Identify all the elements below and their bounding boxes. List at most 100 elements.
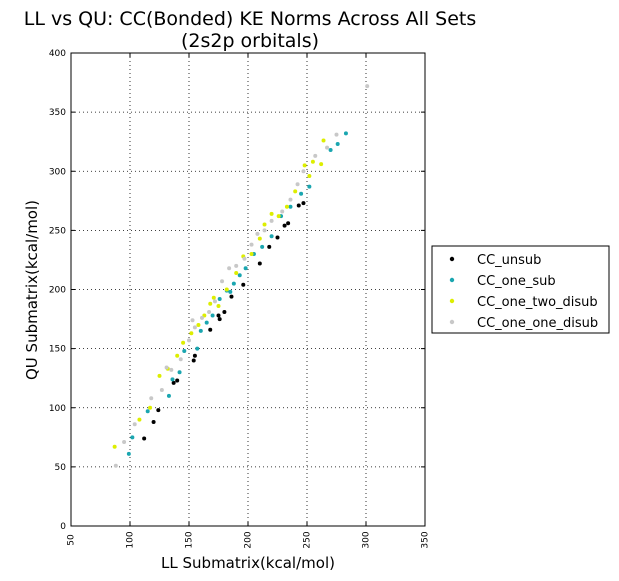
- data-point-series-0: [222, 309, 227, 314]
- data-point-series-3: [227, 266, 232, 271]
- data-point-series-0: [208, 327, 213, 332]
- data-point-series-2: [175, 353, 180, 358]
- data-point-series-1: [328, 147, 333, 152]
- y-tick-label: 250: [49, 226, 66, 236]
- data-point-series-1: [166, 393, 171, 398]
- data-point-series-3: [269, 218, 274, 223]
- x-tick-label: 300: [362, 531, 372, 548]
- y-tick-label: 300: [49, 167, 66, 177]
- data-point-series-2: [276, 214, 281, 219]
- data-point-series-2: [249, 252, 254, 257]
- data-point-series-2: [211, 295, 216, 300]
- data-point-series-2: [269, 211, 274, 216]
- data-point-series-0: [191, 358, 196, 363]
- x-tick-label: 250: [303, 531, 313, 548]
- data-point-series-3: [242, 256, 247, 261]
- data-point-series-3: [212, 299, 217, 304]
- data-point-series-3: [234, 263, 239, 268]
- data-point-series-0: [267, 244, 272, 249]
- data-point-series-2: [216, 304, 221, 309]
- data-points: [112, 84, 370, 468]
- data-point-series-0: [192, 353, 197, 358]
- data-point-series-1: [231, 281, 236, 286]
- x-tick-label: 50: [67, 534, 77, 546]
- data-point-series-1: [210, 313, 215, 318]
- data-point-series-3: [313, 153, 318, 158]
- data-point-series-3: [199, 315, 204, 320]
- data-point-series-3: [113, 463, 118, 468]
- x-tick-label: 150: [185, 531, 195, 548]
- data-point-series-2: [310, 159, 315, 164]
- data-point-series-3: [249, 242, 254, 247]
- legend-box: [431, 245, 610, 334]
- x-tick-label: 100: [126, 531, 136, 548]
- data-point-series-1: [299, 191, 304, 196]
- axis-ticks: 50 100 150 200 250 300 35005010015020025030035…: [49, 49, 431, 549]
- data-point-series-1: [269, 234, 274, 239]
- legend-marker: [449, 298, 455, 304]
- data-point-series-1: [130, 435, 135, 440]
- data-point-series-3: [220, 279, 225, 284]
- x-tick-label: 350: [421, 531, 431, 548]
- data-point-series-2: [224, 287, 229, 292]
- data-point-series-0: [275, 235, 280, 240]
- data-point-series-3: [192, 325, 197, 330]
- chart-title-line-1: LL vs QU: CC(Bonded) KE Norms Across All…: [23, 8, 477, 30]
- data-point-series-2: [208, 301, 213, 306]
- data-point-series-0: [296, 203, 301, 208]
- x-tick-label: 200: [244, 531, 254, 548]
- data-point-series-2: [262, 222, 267, 227]
- data-point-series-2: [189, 331, 194, 336]
- x-axis-label: LL Submatrix(kcal/mol): [161, 554, 335, 572]
- data-point-series-0: [229, 294, 234, 299]
- data-point-series-1: [228, 289, 233, 294]
- data-point-series-1: [182, 348, 187, 353]
- data-point-series-0: [156, 408, 161, 413]
- data-point-series-1: [204, 320, 209, 325]
- data-point-series-0: [301, 201, 306, 206]
- legend-label: CC_one_one_disub: [477, 316, 598, 331]
- data-point-series-0: [216, 313, 221, 318]
- data-point-series-1: [260, 244, 265, 249]
- data-point-series-3: [207, 309, 212, 314]
- data-point-series-1: [126, 451, 131, 456]
- y-tick-label: 50: [55, 463, 67, 473]
- data-point-series-3: [365, 84, 370, 89]
- data-point-series-2: [196, 322, 201, 327]
- legend-label: CC_unsub: [477, 253, 541, 268]
- y-tick-label: 150: [49, 345, 66, 355]
- data-point-series-0: [257, 261, 262, 266]
- data-point-series-3: [122, 440, 127, 445]
- data-point-series-2: [257, 236, 262, 241]
- y-axis-label: QU Submatrix(kcal/mol): [23, 200, 41, 380]
- data-point-series-3: [190, 318, 195, 323]
- data-point-series-1: [217, 296, 222, 301]
- data-point-series-1: [307, 184, 312, 189]
- data-point-series-2: [319, 162, 324, 167]
- data-point-series-3: [255, 231, 260, 236]
- data-point-series-1: [198, 328, 203, 333]
- data-point-series-2: [302, 163, 307, 168]
- data-point-series-0: [282, 223, 287, 228]
- data-point-series-3: [301, 169, 306, 174]
- data-point-series-3: [288, 197, 293, 202]
- y-tick-label: 400: [49, 49, 66, 59]
- data-point-series-3: [187, 338, 191, 343]
- data-point-series-1: [177, 370, 182, 375]
- data-point-series-3: [334, 132, 339, 137]
- data-point-series-2: [321, 138, 326, 143]
- data-point-series-3: [280, 209, 285, 214]
- data-point-series-3: [164, 365, 169, 370]
- data-point-series-2: [284, 204, 289, 209]
- data-point-series-3: [132, 422, 137, 427]
- data-point-series-2: [293, 189, 298, 194]
- data-point-series-2: [157, 373, 162, 378]
- data-point-series-1: [335, 142, 340, 147]
- chart-title-line-2: (2s2p orbitals): [180, 30, 320, 52]
- data-point-series-1: [243, 266, 248, 271]
- data-point-series-0: [286, 221, 291, 226]
- data-point-series-1: [145, 409, 150, 414]
- legend-marker: [449, 256, 455, 262]
- legend: CC_unsub CC_one_sub CC_one_two_disub CC_one…: [431, 245, 610, 334]
